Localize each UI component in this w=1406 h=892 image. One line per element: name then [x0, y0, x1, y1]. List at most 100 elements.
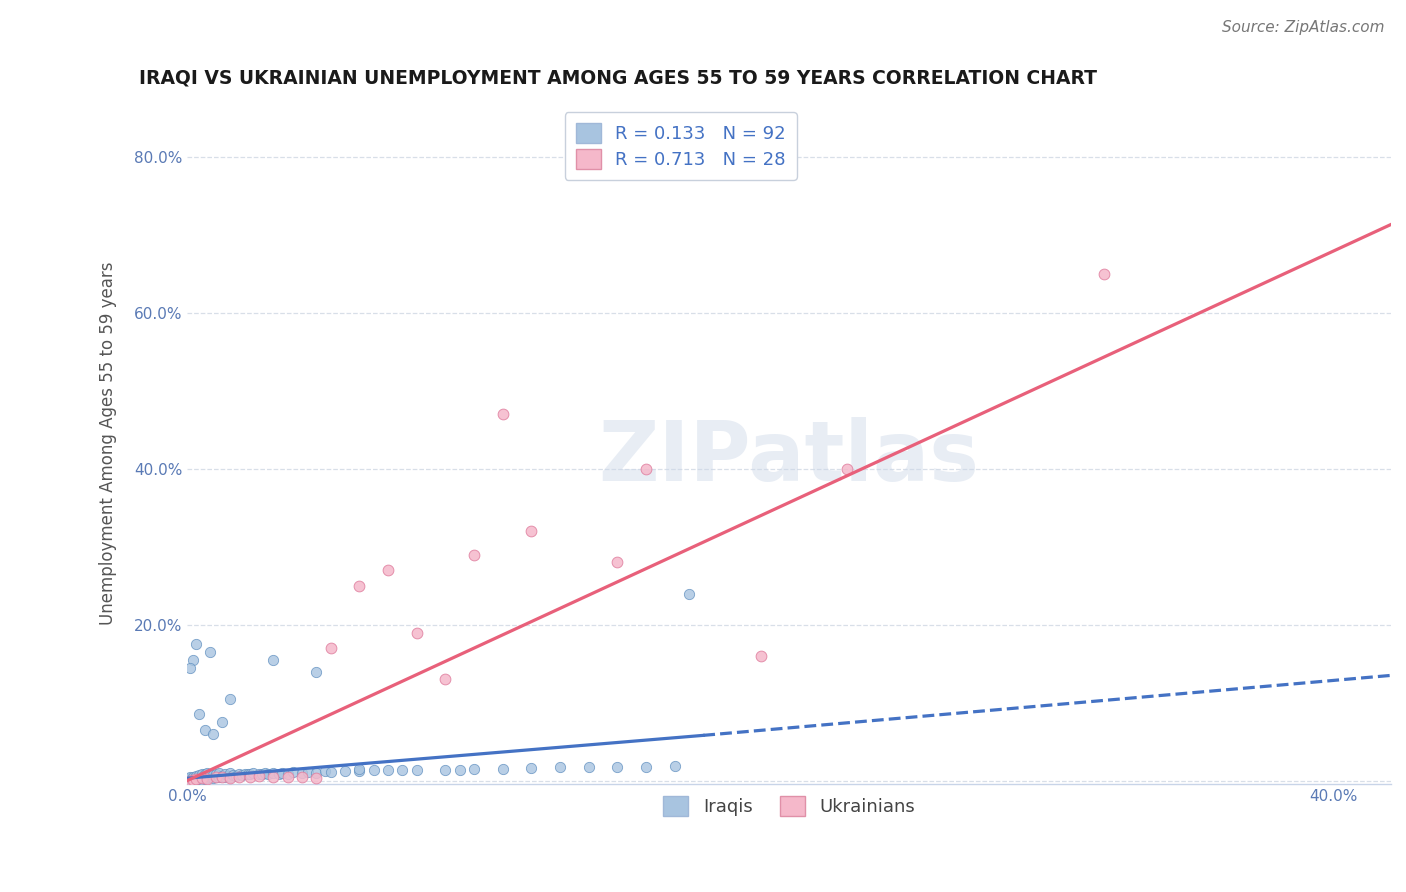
- Point: [194, 772, 217, 786]
- Point: [233, 766, 256, 780]
- Point: [181, 771, 204, 785]
- Point: [548, 760, 571, 774]
- Point: [242, 765, 264, 780]
- Legend: Iraqis, Ukrainians: Iraqis, Ukrainians: [657, 789, 922, 823]
- Point: [190, 771, 212, 785]
- Point: [205, 771, 228, 785]
- Point: [606, 759, 628, 773]
- Point: [434, 673, 457, 687]
- Point: [333, 764, 356, 779]
- Point: [184, 772, 207, 786]
- Y-axis label: Unemployment Among Ages 55 to 59 years: Unemployment Among Ages 55 to 59 years: [100, 262, 117, 625]
- Point: [208, 770, 231, 784]
- Point: [181, 770, 204, 784]
- Point: [187, 707, 209, 722]
- Point: [184, 772, 207, 787]
- Point: [391, 764, 413, 778]
- Point: [305, 771, 328, 785]
- Point: [349, 762, 371, 776]
- Point: [219, 770, 242, 784]
- Point: [262, 765, 284, 780]
- Point: [634, 759, 657, 773]
- Point: [181, 653, 204, 667]
- Point: [179, 660, 201, 674]
- Point: [202, 727, 225, 741]
- Point: [197, 772, 219, 786]
- Point: [202, 771, 225, 785]
- Point: [187, 772, 209, 786]
- Point: [491, 762, 513, 776]
- Point: [181, 772, 204, 786]
- Point: [269, 766, 291, 780]
- Point: [749, 648, 772, 663]
- Point: [277, 770, 299, 784]
- Point: [200, 767, 222, 781]
- Point: [271, 765, 294, 780]
- Point: [181, 773, 204, 788]
- Point: [491, 408, 513, 422]
- Point: [194, 770, 217, 784]
- Point: [214, 767, 236, 781]
- Point: [184, 771, 207, 785]
- Point: [228, 767, 250, 781]
- Point: [225, 769, 247, 783]
- Point: [190, 771, 212, 785]
- Point: [305, 765, 328, 780]
- Point: [434, 763, 457, 777]
- Point: [606, 556, 628, 570]
- Point: [314, 764, 336, 779]
- Point: [211, 715, 233, 730]
- Point: [179, 772, 201, 787]
- Point: [184, 637, 207, 651]
- Text: Source: ZipAtlas.com: Source: ZipAtlas.com: [1222, 20, 1385, 35]
- Point: [377, 764, 399, 778]
- Point: [190, 770, 212, 784]
- Point: [1094, 268, 1116, 282]
- Point: [211, 770, 233, 784]
- Point: [349, 764, 371, 779]
- Point: [250, 766, 273, 780]
- Point: [179, 773, 201, 788]
- Point: [200, 771, 222, 785]
- Point: [463, 548, 485, 562]
- Point: [197, 769, 219, 783]
- Point: [319, 641, 342, 656]
- Point: [253, 765, 276, 780]
- Point: [835, 462, 858, 476]
- Point: [181, 772, 204, 787]
- Point: [181, 772, 204, 787]
- Point: [179, 772, 201, 786]
- Point: [197, 771, 219, 785]
- Point: [187, 771, 209, 785]
- Point: [664, 758, 686, 772]
- Point: [520, 524, 543, 539]
- Point: [578, 760, 600, 774]
- Point: [179, 771, 201, 785]
- Point: [283, 764, 305, 779]
- Point: [190, 767, 212, 781]
- Point: [205, 766, 228, 780]
- Point: [678, 586, 700, 600]
- Point: [297, 764, 319, 779]
- Point: [349, 579, 371, 593]
- Point: [179, 771, 201, 785]
- Point: [291, 765, 314, 780]
- Point: [405, 763, 427, 777]
- Point: [239, 766, 262, 780]
- Point: [187, 768, 209, 782]
- Point: [222, 768, 245, 782]
- Point: [202, 768, 225, 782]
- Point: [449, 763, 471, 777]
- Point: [184, 772, 207, 786]
- Point: [179, 773, 201, 788]
- Point: [262, 770, 284, 784]
- Point: [463, 762, 485, 776]
- Point: [520, 761, 543, 775]
- Point: [305, 665, 328, 679]
- Point: [228, 770, 250, 784]
- Point: [219, 691, 242, 706]
- Point: [194, 766, 217, 780]
- Point: [214, 771, 236, 785]
- Point: [405, 625, 427, 640]
- Point: [190, 772, 212, 787]
